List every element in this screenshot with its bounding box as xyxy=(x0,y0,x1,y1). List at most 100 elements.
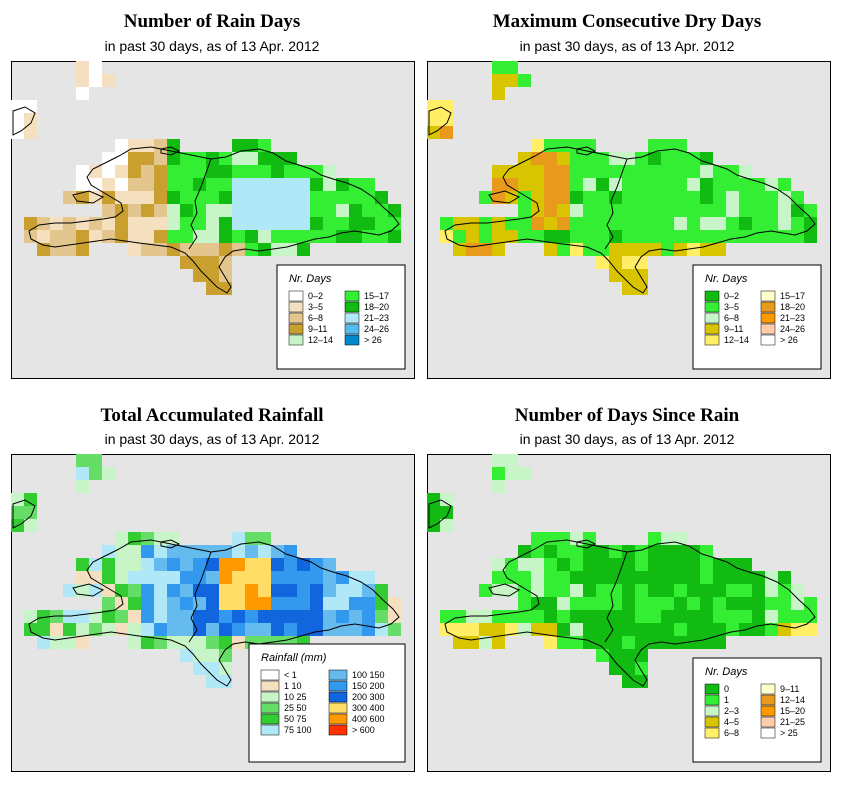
legend-swatch xyxy=(260,680,280,692)
legend-swatch xyxy=(288,323,304,335)
map-grid-cell xyxy=(245,217,258,230)
legend-label: 12–14 xyxy=(724,335,749,345)
map-grid-cell xyxy=(726,584,739,597)
map-grid-cell xyxy=(193,623,206,636)
map-grid-cell xyxy=(765,584,778,597)
map-grid-cell xyxy=(609,623,622,636)
map-grid-cell xyxy=(336,584,349,597)
map-grid-cell xyxy=(115,191,128,204)
legend-swatch xyxy=(328,680,348,692)
map-grid-cell xyxy=(375,217,388,230)
map-grid-cell xyxy=(76,87,89,100)
map-grid-cell xyxy=(167,610,180,623)
map-grid-cell xyxy=(505,558,518,571)
map-grid-cell xyxy=(258,545,271,558)
map-grid-cell xyxy=(193,269,206,282)
map-grid-cell xyxy=(258,230,271,243)
map-grid-cell xyxy=(50,243,63,256)
legend-swatch xyxy=(344,312,360,324)
map-grid-cell xyxy=(622,230,635,243)
legend-label: 300 400 xyxy=(352,703,385,713)
legend-swatch xyxy=(704,716,720,728)
map-grid-cell xyxy=(284,230,297,243)
map-grid-cell xyxy=(89,454,102,467)
legend-swatch xyxy=(328,724,348,736)
map-grid-cell xyxy=(557,204,570,217)
map-grid-cell xyxy=(622,269,635,282)
map-grid-cell xyxy=(219,558,232,571)
legend-swatch xyxy=(760,334,776,346)
map-grid-cell xyxy=(245,204,258,217)
map-grid-cell xyxy=(232,623,245,636)
map-grid-cell xyxy=(258,558,271,571)
map-grid-cell xyxy=(557,191,570,204)
map-grid-cell xyxy=(258,178,271,191)
map-grid-cell xyxy=(492,571,505,584)
map-grid-cell xyxy=(193,636,206,649)
map-grid-cell xyxy=(609,217,622,230)
map-grid-cell xyxy=(297,571,310,584)
map-grid-cell xyxy=(492,74,505,87)
map-grid-cell xyxy=(466,243,479,256)
map-grid-cell xyxy=(232,152,245,165)
map-grid-cell xyxy=(76,636,89,649)
map-grid-cell xyxy=(648,165,661,178)
map-grid-cell xyxy=(726,204,739,217)
map-grid-cell xyxy=(362,204,375,217)
map-grid-cell xyxy=(219,191,232,204)
map-grid-cell xyxy=(635,217,648,230)
map-grid-cell xyxy=(596,256,609,269)
map-grid-cell xyxy=(544,610,557,623)
map-grid-cell xyxy=(713,230,726,243)
map-grid-cell xyxy=(583,178,596,191)
map-grid-cell xyxy=(726,558,739,571)
map-grid-cell xyxy=(674,178,687,191)
map-grid-cell xyxy=(726,165,739,178)
legend-label: 6–8 xyxy=(308,313,323,323)
map-grid-cell xyxy=(609,571,622,584)
map-grid-cell xyxy=(596,649,609,662)
map-grid-cell xyxy=(232,532,245,545)
map-grid-cell xyxy=(674,165,687,178)
map-grid-cell xyxy=(297,191,310,204)
map-grid-cell xyxy=(635,571,648,584)
map-grid-cell xyxy=(167,597,180,610)
map-grid-cell xyxy=(609,165,622,178)
map-grid-cell xyxy=(141,165,154,178)
map-grid-cell xyxy=(622,584,635,597)
map-grid-cell xyxy=(479,191,492,204)
map-grid-cell xyxy=(284,597,297,610)
map-grid-cell xyxy=(310,217,323,230)
map-grid-cell xyxy=(349,217,362,230)
map-grid-cell xyxy=(128,610,141,623)
gonave-outline xyxy=(72,583,105,597)
map-grid-cell xyxy=(440,610,453,623)
map-grid-cell xyxy=(362,230,375,243)
map-grid-cell xyxy=(258,217,271,230)
map-grid-cell xyxy=(193,584,206,597)
map-grid-cell xyxy=(206,165,219,178)
legend-swatch xyxy=(328,669,348,681)
map-grid-cell xyxy=(154,204,167,217)
map-grid-cell xyxy=(570,191,583,204)
map-grid-cell xyxy=(245,532,258,545)
map-grid-cell xyxy=(141,545,154,558)
map-grid-cell xyxy=(219,178,232,191)
map-grid-cell xyxy=(596,191,609,204)
map-grid-cell xyxy=(271,584,284,597)
map-grid-cell xyxy=(284,204,297,217)
map-grid-cell xyxy=(375,204,388,217)
map-grid-cell xyxy=(284,217,297,230)
map-grid-cell xyxy=(375,597,388,610)
map-grid-cell xyxy=(648,217,661,230)
map-grid-cell xyxy=(544,178,557,191)
gonave-outline xyxy=(72,190,105,204)
map-grid-cell xyxy=(778,597,791,610)
map-grid-cell xyxy=(583,610,596,623)
map-grid-cell xyxy=(687,623,700,636)
map-grid-cell xyxy=(245,165,258,178)
map-grid-cell xyxy=(596,623,609,636)
map-grid-cell xyxy=(505,178,518,191)
